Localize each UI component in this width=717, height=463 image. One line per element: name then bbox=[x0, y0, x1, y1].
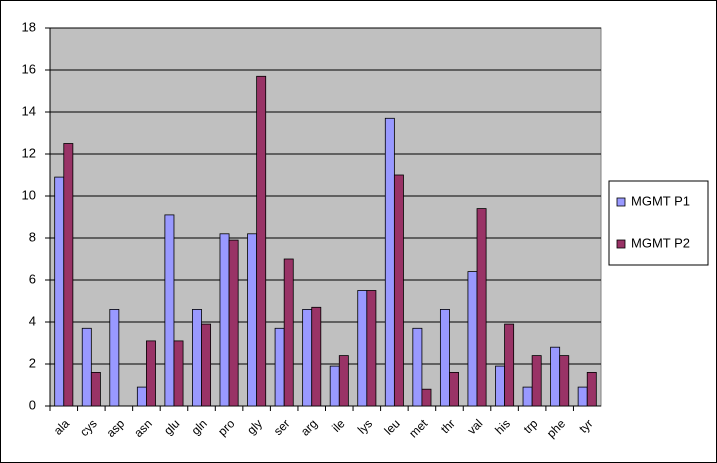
legend-box bbox=[608, 180, 709, 266]
legend-label: MGMT P2 bbox=[631, 235, 690, 250]
bar bbox=[467, 271, 478, 407]
bar bbox=[247, 233, 258, 407]
bar bbox=[421, 388, 432, 407]
bar bbox=[311, 306, 322, 407]
bar bbox=[559, 355, 570, 407]
bar bbox=[504, 323, 515, 407]
bar bbox=[495, 365, 505, 407]
bar bbox=[256, 75, 267, 407]
bar bbox=[531, 355, 542, 407]
bar bbox=[63, 143, 74, 407]
bar bbox=[439, 308, 450, 407]
y-tick-label: 18 bbox=[22, 19, 36, 34]
bar bbox=[449, 371, 459, 407]
bar bbox=[476, 208, 487, 407]
bar bbox=[393, 174, 404, 407]
bar bbox=[136, 386, 147, 407]
bar bbox=[164, 214, 175, 407]
y-tick-label: 8 bbox=[29, 229, 36, 244]
bar bbox=[228, 239, 239, 407]
bar bbox=[283, 258, 294, 407]
bar bbox=[586, 371, 597, 407]
y-tick-label: 4 bbox=[29, 313, 36, 328]
bar bbox=[201, 323, 212, 407]
bar bbox=[192, 308, 202, 407]
bar bbox=[522, 386, 533, 407]
bar bbox=[550, 346, 561, 407]
bar bbox=[329, 365, 340, 407]
y-tick-label: 10 bbox=[22, 187, 36, 202]
y-tick-label: 14 bbox=[22, 103, 36, 118]
y-tick-label: 12 bbox=[22, 145, 36, 160]
plot-area bbox=[49, 27, 602, 407]
bar bbox=[146, 340, 156, 407]
bar bbox=[219, 233, 230, 407]
y-tick-label: 16 bbox=[22, 61, 36, 76]
bar bbox=[412, 327, 423, 407]
bar bbox=[357, 290, 368, 407]
bar bbox=[90, 371, 101, 407]
bar bbox=[109, 308, 120, 407]
y-tick-label: 0 bbox=[29, 397, 36, 412]
y-tick-label: 6 bbox=[29, 271, 36, 286]
bar bbox=[384, 117, 395, 407]
bar bbox=[54, 176, 65, 407]
bar bbox=[302, 308, 313, 407]
legend-swatch bbox=[616, 197, 626, 207]
bar bbox=[577, 386, 588, 407]
bar bbox=[274, 327, 285, 407]
bar bbox=[81, 327, 92, 407]
bar bbox=[173, 340, 184, 407]
bar bbox=[338, 355, 349, 407]
bar bbox=[366, 290, 377, 407]
legend-swatch bbox=[616, 239, 626, 249]
y-tick-label: 2 bbox=[29, 355, 36, 370]
legend-label: MGMT P1 bbox=[631, 193, 690, 208]
